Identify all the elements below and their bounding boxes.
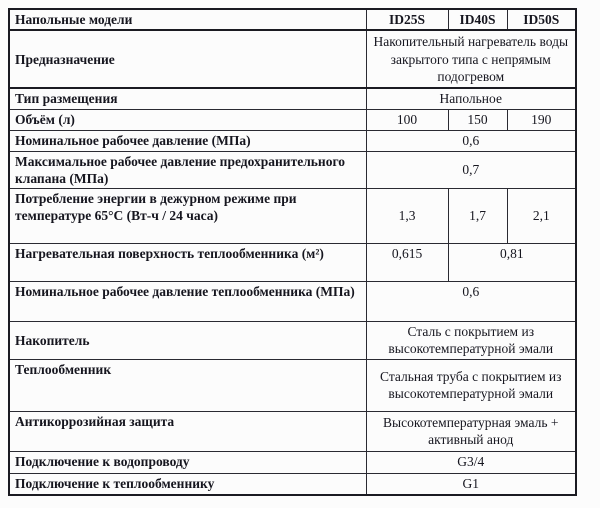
- param-label: Номинальное рабочее давление теплообменн…: [8, 281, 367, 323]
- param-label: Максимальное рабочее давление предохрани…: [8, 150, 367, 190]
- table-header-row: Напольные модели ID25S ID40S ID50S: [8, 8, 577, 32]
- row-max-valve-pressure: Максимальное рабочее давление предохрани…: [8, 150, 577, 190]
- param-value-id25s: 0,615: [365, 243, 449, 283]
- header-param-label: Напольные модели: [8, 8, 367, 32]
- param-label: Нагревательная поверхность теплообменник…: [8, 243, 367, 283]
- param-value-id25s: 100: [365, 108, 449, 131]
- param-label: Теплообменник: [8, 358, 367, 412]
- param-value-id25s: 1,3: [365, 188, 449, 245]
- row-heating-surface: Нагревательная поверхность теплообменник…: [8, 243, 577, 283]
- row-tank: Накопитель Сталь с покрытием из высокоте…: [8, 321, 577, 360]
- param-value-id50s: 2,1: [506, 188, 577, 245]
- param-label: Накопитель: [8, 321, 367, 360]
- row-nominal-pressure: Номинальное рабочее давление (МПа) 0,6: [8, 129, 577, 152]
- row-placement-type: Тип размещения Напольное: [8, 87, 577, 110]
- row-volume: Объём (л) 100 150 190: [8, 108, 577, 131]
- param-value: 0,7: [365, 150, 577, 190]
- spec-table: Напольные модели ID25S ID40S ID50S Предн…: [8, 8, 577, 497]
- row-anticorrosion: Антикоррозийная защита Высокотемпературн…: [8, 410, 577, 452]
- param-value: G1: [365, 472, 577, 496]
- param-label: Антикоррозийная защита: [8, 410, 367, 452]
- param-label: Потребление энергии в дежурном режиме пр…: [8, 188, 367, 245]
- param-label: Предназначение: [8, 29, 367, 90]
- param-value: Сталь с покрытием из высокотемпературной…: [365, 321, 577, 360]
- param-value: Высокотемпературная эмаль + активный ано…: [365, 410, 577, 452]
- param-label: Тип размещения: [8, 87, 367, 110]
- row-water-connection: Подключение к водопроводу G3/4: [8, 450, 577, 474]
- row-hx-connection: Подключение к теплообменнику G1: [8, 472, 577, 496]
- model-header-id25s: ID25S: [365, 8, 449, 32]
- param-value: Стальная труба с покрытием из высокотемп…: [365, 358, 577, 412]
- param-value: G3/4: [365, 450, 577, 474]
- param-value-id40s-id50s: 0,81: [447, 243, 577, 283]
- param-value: Напольное: [365, 87, 577, 110]
- param-value: Накопительный нагреватель воды закрытого…: [365, 29, 577, 90]
- row-hx-nominal-pressure: Номинальное рабочее давление теплообменн…: [8, 281, 577, 323]
- param-value: 0,6: [365, 281, 577, 323]
- param-label: Подключение к водопроводу: [8, 450, 367, 474]
- model-header-id50s: ID50S: [506, 8, 577, 32]
- param-value-id50s: 190: [506, 108, 577, 131]
- row-heat-exchanger: Теплообменник Стальная труба с покрытием…: [8, 358, 577, 412]
- param-value-id40s: 150: [447, 108, 508, 131]
- row-standby-consumption: Потребление энергии в дежурном режиме пр…: [8, 188, 577, 245]
- model-header-id40s: ID40S: [447, 8, 508, 32]
- param-value: 0,6: [365, 129, 577, 152]
- row-purpose: Предназначение Накопительный нагреватель…: [8, 29, 577, 90]
- param-value-id40s: 1,7: [447, 188, 508, 245]
- param-label: Объём (л): [8, 108, 367, 131]
- param-label: Номинальное рабочее давление (МПа): [8, 129, 367, 152]
- param-label: Подключение к теплообменнику: [8, 472, 367, 496]
